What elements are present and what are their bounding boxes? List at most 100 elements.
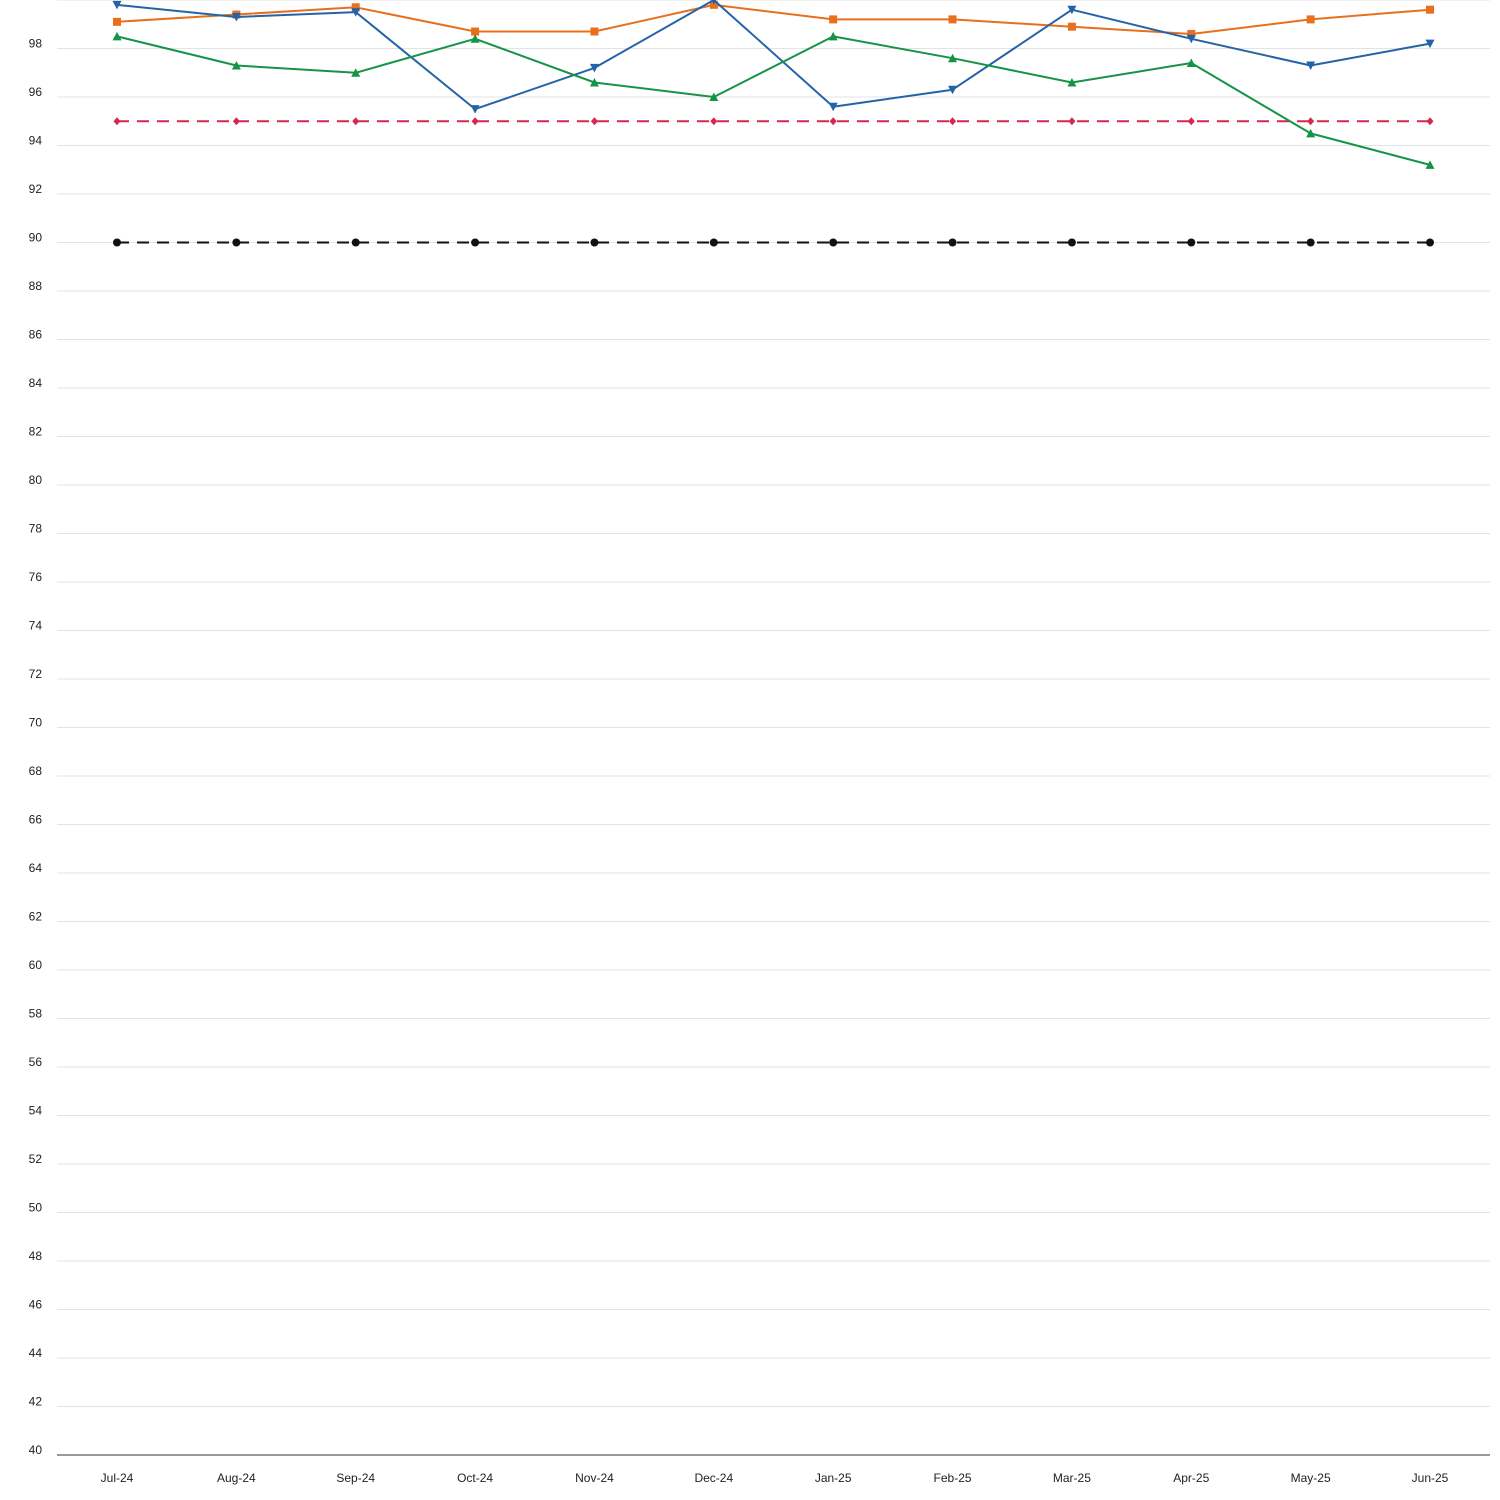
data-point-diamond	[471, 117, 479, 126]
y-tick-label: 80	[29, 473, 43, 487]
x-tick-label: Jun-25	[1412, 1471, 1449, 1485]
data-point-circle	[1426, 238, 1434, 247]
x-tick-label: Oct-24	[457, 1471, 493, 1485]
x-tick-label: Nov-24	[575, 1471, 614, 1485]
data-point-triangle-up	[828, 31, 838, 41]
data-point-square	[1187, 29, 1196, 38]
data-point-square	[1426, 5, 1434, 14]
data-point-square	[471, 27, 480, 36]
data-point-triangle-up	[709, 92, 719, 101]
y-tick-label: 44	[29, 1346, 43, 1360]
data-point-diamond	[1426, 117, 1434, 126]
data-point-circle	[948, 238, 957, 247]
data-point-circle	[351, 238, 360, 247]
y-tick-label: 54	[29, 1104, 43, 1118]
y-tick-label: 84	[29, 376, 43, 390]
series-4	[113, 117, 1434, 126]
data-point-square	[590, 27, 599, 36]
y-tick-label: 52	[29, 1152, 43, 1166]
data-point-circle	[232, 238, 241, 247]
y-tick-label: 64	[29, 861, 43, 875]
y-tick-label: 98	[29, 37, 43, 51]
y-tick-labels: 40 42 44 46 48 50 52 54 56 58 60 62 64 66 68 70 72 74 76 78…	[29, 37, 43, 1458]
series-2	[112, 0, 1435, 114]
y-tick-label: 72	[29, 667, 43, 681]
data-point-triangle-down	[828, 102, 838, 112]
y-tick-label: 70	[29, 716, 43, 730]
x-tick-label: Jan-25	[815, 1471, 852, 1485]
y-tick-label: 96	[29, 85, 43, 99]
y-tick-label: 74	[29, 619, 43, 633]
x-tick-label: Jul-24	[101, 1471, 134, 1485]
data-point-triangle-down	[1306, 61, 1316, 70]
series-line	[116, 35, 1431, 166]
data-point-circle	[829, 238, 838, 247]
y-tick-label: 88	[29, 279, 43, 293]
data-point-triangle-up	[351, 68, 361, 77]
data-point-circle	[113, 238, 121, 247]
data-point-triangle-down	[470, 105, 480, 114]
x-tick-labels: Jul-24 Aug-24 Sep-24 Oct-24 Nov-24 Dec-24 Jan-…	[101, 1471, 1449, 1485]
data-point-triangle-down	[711, 0, 717, 5]
data-point-diamond	[1187, 117, 1195, 126]
x-tick-label: Dec-24	[694, 1471, 733, 1485]
data-point-diamond	[1068, 117, 1076, 126]
x-tick-label: Sep-24	[336, 1471, 375, 1485]
gridlines	[57, 0, 1490, 1407]
data-point-square	[113, 17, 121, 26]
data-point-triangle-up	[948, 53, 958, 63]
data-point-triangle-down	[1067, 5, 1077, 15]
data-point-diamond	[710, 117, 718, 126]
x-tick-label: May-25	[1291, 1471, 1331, 1485]
y-tick-label: 62	[29, 910, 43, 924]
y-tick-label: 60	[29, 958, 43, 972]
data-point-diamond	[590, 117, 598, 126]
data-point-diamond	[232, 117, 240, 126]
data-point-triangle-up	[470, 34, 480, 43]
data-point-triangle-up	[1186, 58, 1196, 68]
data-point-square	[351, 3, 360, 12]
series-5	[113, 238, 1434, 247]
data-point-diamond	[1307, 117, 1315, 126]
data-point-triangle-down	[948, 85, 958, 95]
data-point-diamond	[949, 117, 957, 126]
y-tick-label: 40	[29, 1443, 43, 1457]
x-tick-label: Apr-25	[1173, 1471, 1209, 1485]
series-line	[116, 3, 1431, 35]
y-tick-label: 86	[29, 328, 43, 342]
data-point-triangle-down	[1186, 34, 1196, 44]
data-point-diamond	[829, 117, 837, 126]
series-line	[116, 0, 1431, 111]
data-point-triangle-up	[112, 31, 122, 41]
y-tick-label: 48	[29, 1249, 43, 1263]
data-point-diamond	[113, 117, 121, 126]
y-tick-label: 58	[29, 1007, 43, 1021]
y-tick-label: 82	[29, 425, 43, 439]
data-point-triangle-up	[1067, 77, 1077, 87]
series-1	[113, 0, 1434, 38]
data-point-circle	[1306, 238, 1315, 247]
y-tick-label: 94	[29, 134, 43, 148]
y-tick-label: 90	[29, 231, 43, 245]
data-point-circle	[1067, 238, 1076, 247]
x-tick-label: Mar-25	[1053, 1471, 1091, 1485]
series-lines	[112, 0, 1435, 247]
y-tick-label: 66	[29, 813, 43, 827]
data-point-square	[829, 15, 838, 24]
data-point-circle	[471, 238, 480, 247]
y-tick-label: 92	[29, 182, 43, 196]
y-tick-label: 42	[29, 1395, 43, 1409]
y-tick-label: 56	[29, 1055, 43, 1069]
series-3	[112, 31, 1435, 169]
data-point-square	[948, 15, 957, 24]
y-tick-label: 46	[29, 1298, 43, 1312]
data-point-triangle-down	[112, 0, 122, 10]
data-point-triangle-up	[1306, 128, 1316, 138]
data-point-square	[1067, 22, 1076, 31]
data-point-circle	[590, 238, 599, 247]
data-point-circle	[1187, 238, 1196, 247]
data-point-triangle-down	[351, 8, 361, 17]
data-point-circle	[709, 238, 718, 247]
